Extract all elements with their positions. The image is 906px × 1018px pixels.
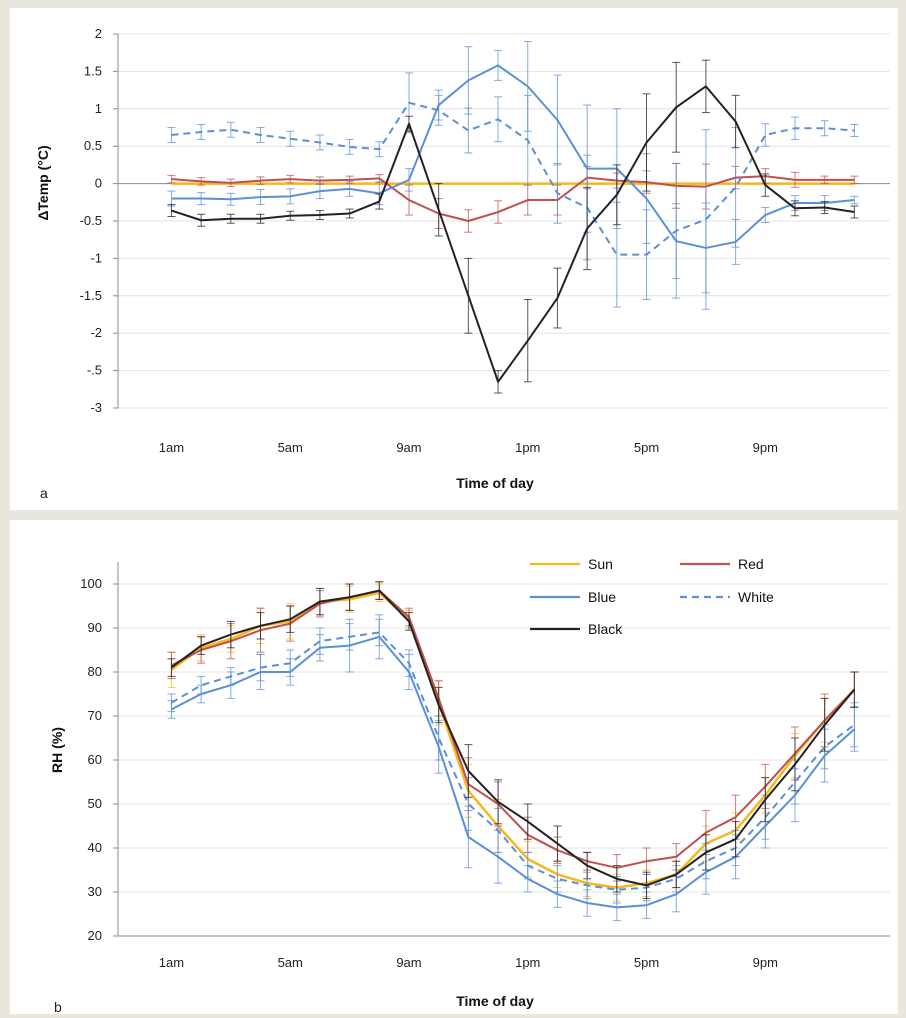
panel-a-gridlines [118,33,890,409]
x-tick-label: 9pm [753,955,778,970]
y-tick-label: 2 [95,26,102,41]
y-tick-label: 60 [88,752,102,767]
error-bar [167,127,176,143]
error-bar [761,123,770,147]
panel-a-label: a [40,485,48,501]
x-tick-label: 9pm [753,440,778,455]
y-tick-label: 100 [80,576,102,591]
panel-a-y-tick-labels: -3 -.5 -2 -1.5 -1 -0.5 0 0.5 1 1.5 2 [80,26,102,415]
x-tick-label: 5am [278,955,303,970]
y-tick-label: 1 [95,101,102,116]
panel-b-chart: 20 30 40 50 60 70 80 90 100 1am 5am 9am 1pm 5pm 9pm R… [49,556,890,1015]
y-tick-label: 80 [88,664,102,679]
panel-b-series [167,581,859,922]
panel-b-legend: Sun Red Blue White Black [530,556,774,637]
error-bar [820,120,829,137]
y-tick-label: -2 [90,325,102,340]
x-tick-label: 1pm [515,955,540,970]
legend-label: White [738,589,774,605]
y-tick-label: 20 [88,928,102,943]
legend-entry-white: White [680,589,774,605]
error-bar [315,627,324,655]
y-tick-label: -1 [90,250,102,265]
legend-entry-black: Black [530,621,623,637]
x-tick-label: 9am [396,440,421,455]
panel-a-background [10,8,898,510]
x-tick-label: 9am [396,955,421,970]
y-tick-label: 70 [88,708,102,723]
error-bar [375,618,384,647]
panel-b-x-tick-labels: 1am 5am 9am 1pm 5pm 9pm [159,955,778,970]
error-bar [197,675,206,695]
y-tick-label: -3 [90,400,102,415]
error-bar [464,107,473,154]
legend-label: Blue [588,589,616,605]
error-bar [226,121,235,138]
panel-b-y-tick-labels: 20 30 40 50 60 70 80 90 100 [80,576,102,943]
legend-entry-blue: Blue [530,589,616,605]
y-tick-label: 90 [88,620,102,635]
x-tick-label: 5pm [634,955,659,970]
error-bar [345,138,354,155]
legend-entry-red: Red [680,556,764,572]
series-line-white [171,101,855,256]
panel-b-axes [113,562,890,937]
y-tick-label: -1.5 [80,288,102,303]
error-bar [553,865,562,893]
series-line-blue [171,64,855,249]
panel-b-background [10,520,898,1014]
x-tick-label: 5pm [634,440,659,455]
series-line-black [171,85,855,383]
series-line-sun [170,591,856,889]
error-bar [286,130,295,147]
panel-b-x-axis-title: Time of day [456,993,534,1009]
panel-b-y-axis-title: RH (%) [49,727,65,773]
series-black [167,59,859,394]
y-tick-label: 40 [88,840,102,855]
y-tick-label: 0.5 [84,138,102,153]
legend-label: Sun [588,556,613,572]
error-bar [434,94,443,126]
series-line-red [171,175,855,222]
series-white [167,72,859,310]
series-line-black [170,589,856,887]
panel-a-y-axis-title: ΔTemp (°C) [35,145,51,220]
y-tick-label: -.5 [87,363,102,378]
x-tick-label: 1am [159,955,184,970]
legend-label: Black [588,621,623,637]
legend-label: Red [738,556,764,572]
panel-b-label: b [54,999,62,1015]
series-black [167,581,859,900]
series-line-blue [170,635,856,909]
x-tick-label: 1pm [515,440,540,455]
y-tick-label: 50 [88,796,102,811]
series-line-white [170,631,855,891]
panel-a-series [167,40,859,394]
panel-a-chart: -3 -.5 -2 -1.5 -1 -0.5 0 0.5 1 1.5 2 1am 5am 9am 1pm 5… [35,26,890,501]
panel-a-x-tick-labels: 1am 5am 9am 1pm 5pm 9pm [159,440,778,455]
y-tick-label: -0.5 [80,213,102,228]
panel-a-x-axis-title: Time of day [456,475,534,491]
legend-entry-sun: Sun [530,556,613,572]
y-tick-label: 0 [95,176,102,191]
y-tick-label: 30 [88,884,102,899]
y-tick-label: 1.5 [84,63,102,78]
series-line-red [170,589,856,869]
x-tick-label: 5am [278,440,303,455]
x-tick-label: 1am [159,440,184,455]
